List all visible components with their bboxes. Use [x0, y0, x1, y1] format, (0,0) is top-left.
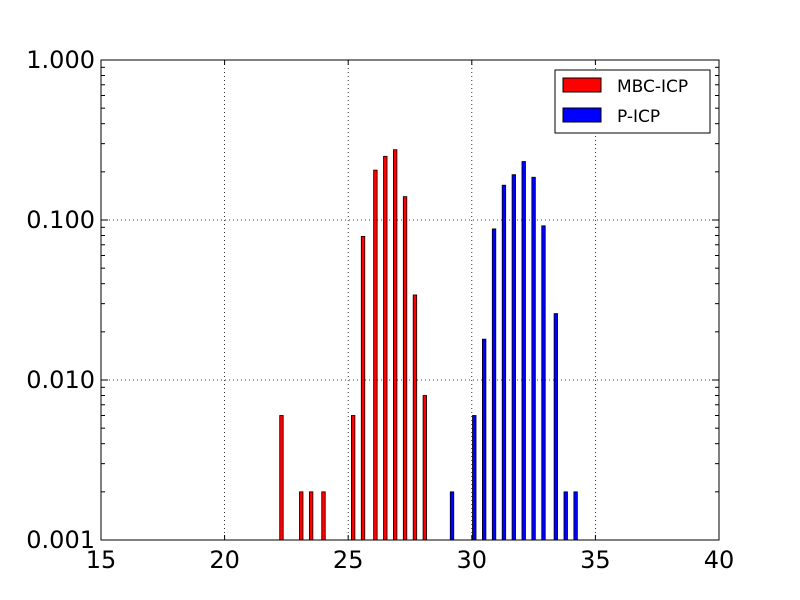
bar-p-icp: [491, 228, 497, 541]
bar-p-icp: [511, 174, 516, 541]
bar-p-icp: [449, 491, 455, 541]
bar-mbc-icp: [383, 155, 388, 541]
legend-label-mbc-icp: MBC-ICP: [617, 77, 688, 97]
axis-ticks: [100, 59, 720, 541]
bar-mbc-icp: [308, 491, 314, 541]
bar-p-icp: [541, 225, 546, 541]
plot-frame: [100, 59, 720, 541]
bar-mbc-icp: [350, 415, 356, 541]
y-tick-label: 0.100: [26, 206, 95, 234]
grid-lines: [101, 60, 719, 540]
bar-mbc-icp: [321, 491, 326, 541]
x-axis-tick-labels: 15 20 25 30 35 40: [86, 546, 735, 574]
bar-p-icp: [472, 415, 477, 541]
bar-mbc-icp: [299, 491, 304, 541]
bar-mbc-icp: [393, 149, 398, 541]
y-tick-label: 1.000: [26, 46, 95, 74]
bar-p-icp: [482, 338, 487, 541]
bar-mbc-icp: [402, 196, 408, 541]
bar-p-icp: [563, 491, 568, 541]
bar-mbc-icp: [279, 415, 284, 541]
legend-label-p-icp: P-ICP: [617, 107, 660, 127]
bar-mbc-icp: [373, 169, 378, 541]
bar-mbc-icp: [422, 395, 427, 541]
y-axis-tick-labels: 0.001 0.010 0.100 1.000: [26, 46, 95, 554]
legend-swatch-mbc-icp: [562, 77, 602, 93]
x-tick-label: 20: [209, 546, 240, 574]
bar-p-icp: [531, 176, 536, 541]
y-tick-label: 0.010: [26, 366, 95, 394]
bar-p-icp: [501, 184, 507, 541]
bar-p-icp: [521, 161, 526, 541]
bar-mbc-icp: [360, 235, 366, 541]
bar-mbc-icp: [412, 294, 418, 541]
x-tick-label: 25: [333, 546, 364, 574]
x-tick-label: 30: [457, 546, 488, 574]
y-tick-label: 0.001: [26, 526, 95, 554]
bar-p-icp: [553, 313, 558, 541]
legend-swatch-p-icp: [562, 107, 602, 123]
x-tick-label: 15: [86, 546, 117, 574]
x-tick-label: 35: [580, 546, 611, 574]
x-tick-label: 40: [704, 546, 735, 574]
legend: MBC-ICP P-ICP: [554, 69, 711, 134]
bar-p-icp: [573, 491, 578, 541]
bars: [279, 149, 578, 541]
